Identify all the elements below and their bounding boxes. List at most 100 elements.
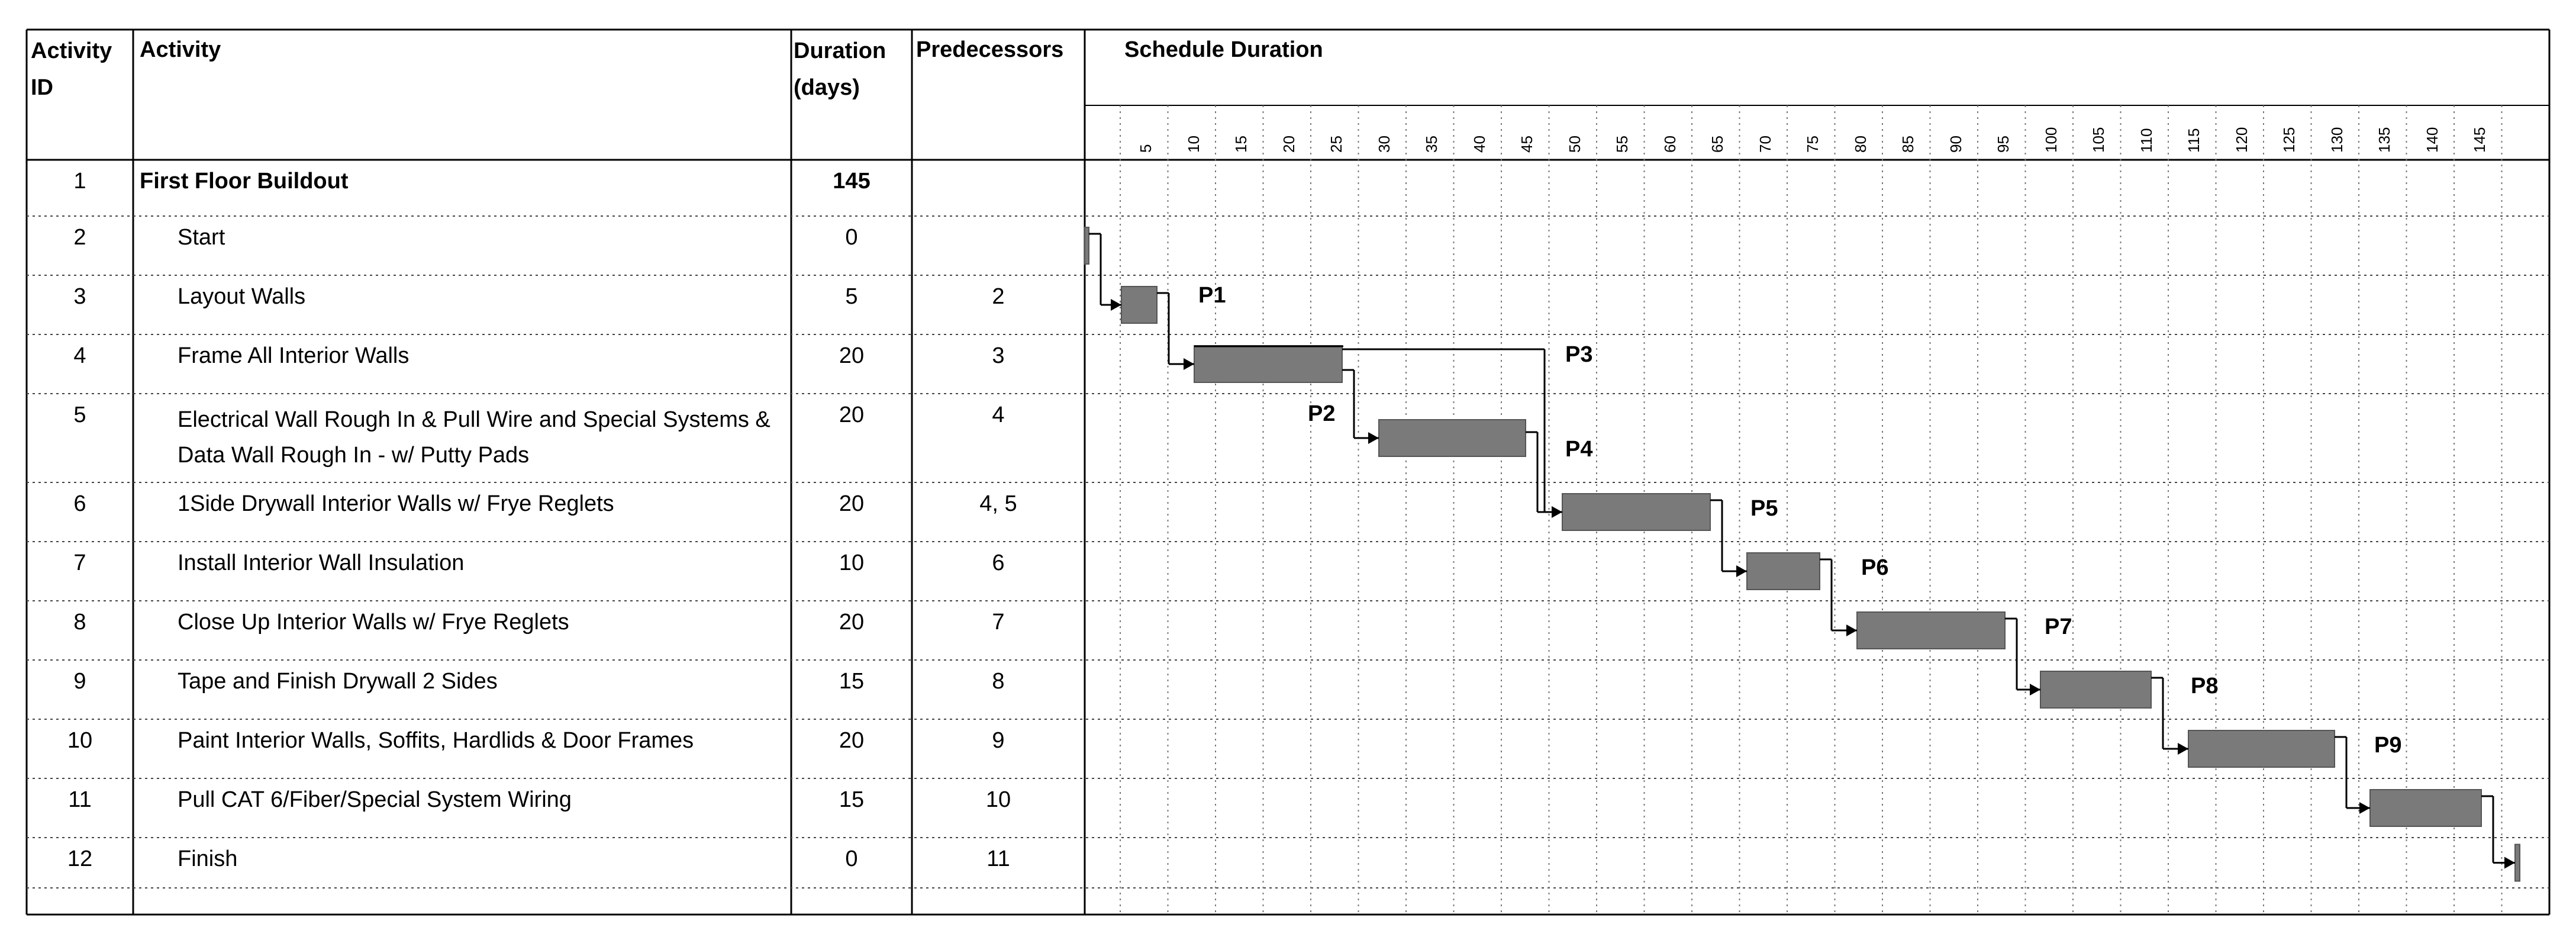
task-label: P5 xyxy=(1750,496,1778,521)
arrow-head xyxy=(1111,299,1121,311)
activity-predecessors: 6 xyxy=(992,551,1005,575)
x-tick-label: 105 xyxy=(2090,127,2108,153)
x-tick-label: 130 xyxy=(2327,127,2346,153)
x-tick-label: 135 xyxy=(2375,127,2394,153)
task-label: P6 xyxy=(1861,555,1889,580)
x-tick-label: 70 xyxy=(1756,136,1774,153)
gantt-bar xyxy=(2514,844,2520,882)
arrow-head xyxy=(1846,624,1857,636)
activity-duration: 20 xyxy=(839,343,865,368)
x-tick-label: 5 xyxy=(1137,144,1155,153)
activity-predecessors: 7 xyxy=(992,610,1005,635)
x-tick-label: 95 xyxy=(1994,136,2013,153)
activity-name: Layout Walls xyxy=(178,284,306,309)
x-tick-label: 110 xyxy=(2137,128,2155,153)
activity-name: Frame All Interior Walls xyxy=(178,343,410,368)
activity-duration: 0 xyxy=(845,846,858,871)
activity-duration: 10 xyxy=(839,551,865,575)
gantt-bar xyxy=(1378,419,1526,457)
header-duration: Duration (days) xyxy=(794,38,886,100)
activity-predecessors: 11 xyxy=(986,846,1010,871)
task-label: P3 xyxy=(1565,342,1593,367)
activity-name: Close Up Interior Walls w/ Frye Reglets xyxy=(178,610,569,635)
activity-id: 11 xyxy=(68,787,92,812)
activity-id: 9 xyxy=(73,669,86,694)
activity-id: 5 xyxy=(73,403,86,427)
arrow-head xyxy=(2359,802,2370,814)
activity-id: 7 xyxy=(73,551,86,575)
task-label: P7 xyxy=(2045,614,2072,639)
x-tick-label: 30 xyxy=(1375,136,1393,153)
activity-duration: 0 xyxy=(845,225,858,250)
x-tick-label: 25 xyxy=(1327,136,1346,153)
activity-id: 6 xyxy=(73,491,86,516)
x-tick-label: 15 xyxy=(1232,136,1250,153)
activity-id: 10 xyxy=(67,728,93,753)
activity-duration: 5 xyxy=(845,284,858,309)
activity-duration: 145 xyxy=(833,169,871,194)
x-tick-label: 60 xyxy=(1661,136,1679,153)
gantt-bar xyxy=(2040,671,2152,709)
activity-id: 4 xyxy=(73,343,86,368)
activity-name: Pull CAT 6/Fiber/Special System Wiring xyxy=(178,787,572,812)
activity-predecessors: 10 xyxy=(985,787,1011,812)
x-tick-label: 140 xyxy=(2423,127,2441,153)
x-tick-label: 40 xyxy=(1470,136,1488,153)
activity-name: Tape and Finish Drywall 2 Sides xyxy=(178,669,498,694)
activity-id: 1 xyxy=(73,169,86,194)
header-activity-id: Activity ID xyxy=(31,38,112,100)
activity-name: Start xyxy=(178,225,225,250)
header-activity: Activity xyxy=(140,37,221,62)
x-tick-label: 120 xyxy=(2232,127,2251,153)
gantt-bar xyxy=(1121,286,1158,324)
task-label: P2 xyxy=(1308,401,1336,426)
arrow-head xyxy=(1368,432,1379,444)
x-tick-label: 90 xyxy=(1946,136,1965,153)
x-tick-label: 10 xyxy=(1184,136,1202,153)
x-tick-label: 80 xyxy=(1851,136,1869,153)
task-label: P9 xyxy=(2374,733,2402,758)
x-tick-label: 35 xyxy=(1423,136,1441,153)
activity-name: First Floor Buildout xyxy=(140,169,349,194)
gantt-bar xyxy=(1194,345,1343,383)
gantt-bar xyxy=(2369,789,2482,827)
gantt-bar xyxy=(1084,227,1089,265)
arrow-head xyxy=(2030,684,2040,696)
x-tick-label: 145 xyxy=(2471,127,2489,153)
activity-duration: 15 xyxy=(839,787,865,812)
activity-name: Install Interior Wall Insulation xyxy=(178,551,465,575)
x-tick-label: 85 xyxy=(1899,136,1917,153)
activity-predecessors: 3 xyxy=(992,343,1005,368)
task-label: P8 xyxy=(2191,674,2219,698)
activity-id: 12 xyxy=(67,846,93,871)
x-tick-label: 100 xyxy=(2042,127,2060,153)
activity-name: Paint Interior Walls, Soffits, Hardlids … xyxy=(178,728,694,753)
activity-predecessors: 9 xyxy=(992,728,1005,753)
activity-name: Electrical Wall Rough In & Pull Wire and… xyxy=(178,407,770,468)
gantt-bar xyxy=(1856,611,2006,649)
x-tick-label: 125 xyxy=(2280,127,2298,153)
x-tick-label: 55 xyxy=(1613,136,1632,153)
task-label: P4 xyxy=(1565,437,1593,462)
activity-name: Finish xyxy=(178,846,238,871)
activity-predecessors: 4 xyxy=(992,403,1005,427)
x-tick-label: 20 xyxy=(1279,136,1298,153)
activity-name: 1Side Drywall Interior Walls w/ Frye Reg… xyxy=(178,491,614,516)
x-tick-label: 75 xyxy=(1804,136,1822,153)
task-label: P1 xyxy=(1198,283,1226,308)
x-tick-label: 45 xyxy=(1518,136,1536,153)
x-tick-label: 50 xyxy=(1565,136,1584,153)
activity-duration: 15 xyxy=(839,669,865,694)
header-predecessors: Predecessors xyxy=(916,37,1064,62)
arrow-head xyxy=(2178,743,2188,755)
gantt-bar xyxy=(2188,730,2335,768)
activity-duration: 20 xyxy=(839,403,865,427)
activity-predecessors: 4, 5 xyxy=(979,491,1017,516)
header-schedule-duration: Schedule Duration xyxy=(1124,37,1323,62)
activity-duration: 20 xyxy=(839,728,865,753)
x-tick-label: 65 xyxy=(1708,136,1727,153)
arrow-head xyxy=(1736,565,1747,577)
activity-id: 8 xyxy=(73,610,86,635)
